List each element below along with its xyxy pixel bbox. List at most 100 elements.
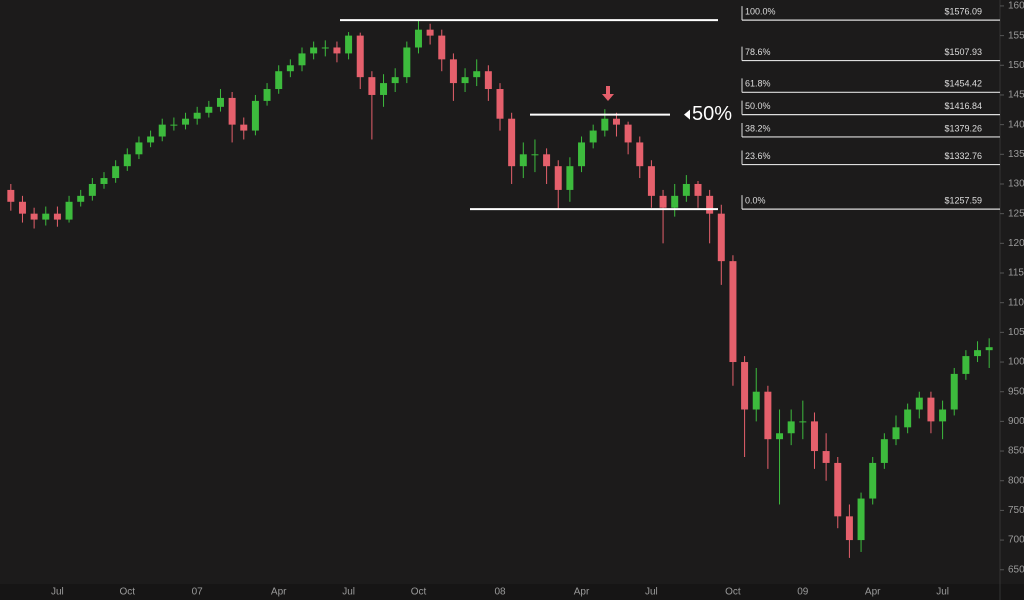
candle-body	[706, 195, 714, 214]
candle-body	[30, 213, 38, 220]
y-tick-label: 1500	[1008, 60, 1024, 71]
candle-body	[53, 213, 61, 220]
y-tick-label: 1050	[1008, 327, 1024, 338]
fib-price: $1257.59	[944, 196, 982, 206]
candle-body	[869, 462, 877, 499]
candle-body	[950, 373, 958, 410]
fib-label: 100.0%	[745, 7, 776, 17]
x-tick-label: Oct	[120, 587, 136, 598]
candle-body	[647, 166, 655, 196]
y-tick-label: 1450	[1008, 90, 1024, 101]
candle-body	[822, 451, 830, 463]
candle-body	[787, 421, 795, 434]
candle-body	[589, 130, 597, 143]
candle-body	[834, 462, 842, 517]
candle-body	[985, 347, 993, 351]
candle-body	[310, 47, 318, 54]
candle-body	[391, 77, 399, 84]
candle-body	[473, 71, 481, 78]
candle-body	[915, 397, 923, 410]
y-tick-label: 650	[1008, 564, 1024, 575]
candle-body	[438, 35, 446, 60]
y-tick-label: 950	[1008, 386, 1024, 397]
candle-body	[147, 136, 155, 143]
candle-body	[904, 409, 912, 428]
candle-body	[636, 142, 644, 167]
candle-body	[368, 77, 376, 95]
x-tick-label: Oct	[725, 587, 741, 598]
x-tick-label: Apr	[271, 587, 287, 598]
candle-body	[927, 397, 935, 422]
candle-body	[962, 356, 970, 374]
y-tick-label: 900	[1008, 416, 1024, 427]
candle-body	[624, 124, 632, 143]
y-tick-label: 1300	[1008, 179, 1024, 190]
candle-body	[461, 77, 469, 84]
candle-body	[228, 97, 236, 125]
candle-body	[531, 154, 539, 156]
candle-body	[543, 154, 551, 167]
candle-body	[356, 35, 364, 78]
candle-body	[578, 142, 586, 167]
candle-body	[974, 350, 982, 357]
candle-body	[123, 154, 131, 167]
candle-body	[601, 118, 609, 131]
candle-body	[845, 516, 853, 541]
x-axis-band	[0, 584, 1024, 600]
x-tick-label: Jul	[342, 587, 355, 598]
y-tick-label: 700	[1008, 535, 1024, 546]
candle-body	[18, 201, 26, 214]
fib-price: $1416.84	[944, 101, 982, 111]
candle-body	[321, 47, 329, 49]
candle-body	[286, 65, 294, 72]
candle-body	[671, 195, 679, 208]
candle-body	[554, 166, 562, 190]
candle-body	[298, 53, 306, 66]
fib-price: $1576.09	[944, 7, 982, 17]
candle-body	[764, 391, 772, 440]
x-tick-label: Jul	[51, 587, 64, 598]
candle-body	[484, 71, 492, 90]
y-tick-label: 1150	[1008, 268, 1024, 279]
candle-body	[88, 183, 96, 196]
candle-body	[810, 421, 818, 452]
candle-body	[612, 118, 620, 125]
fib-price: $1332.76	[944, 151, 982, 161]
candle-body	[892, 427, 900, 440]
annotation: 50%	[692, 103, 732, 125]
candle-body	[939, 409, 947, 422]
y-tick-label: 1600	[1008, 1, 1024, 12]
candle-body	[77, 195, 85, 202]
candle-body	[508, 118, 516, 167]
x-tick-label: 07	[192, 587, 204, 598]
candle-body	[857, 498, 865, 541]
candle-body	[717, 213, 725, 262]
candle-body	[275, 71, 283, 90]
fib-label: 0.0%	[745, 196, 766, 206]
candle-body	[496, 89, 504, 119]
candle-body	[414, 29, 422, 48]
candle-body	[263, 89, 271, 101]
candle-body	[240, 124, 248, 131]
x-tick-label: Jul	[645, 587, 658, 598]
candle-body	[182, 118, 190, 125]
candle-body	[519, 154, 527, 167]
fib-price: $1454.42	[944, 79, 982, 89]
x-tick-label: Apr	[865, 587, 881, 598]
x-tick-label: 08	[494, 587, 506, 598]
candle-body	[694, 183, 702, 196]
candle-body	[216, 97, 224, 107]
candle-body	[380, 83, 388, 95]
candle-body	[333, 47, 341, 54]
candle-body	[251, 100, 259, 131]
candle-body	[42, 213, 50, 220]
candle-body	[880, 439, 888, 463]
candle-body	[729, 261, 737, 363]
y-tick-label: 850	[1008, 446, 1024, 457]
candle-body	[741, 362, 749, 410]
y-tick-label: 1550	[1008, 30, 1024, 41]
candle-body	[449, 59, 457, 84]
candle-body	[7, 189, 15, 202]
